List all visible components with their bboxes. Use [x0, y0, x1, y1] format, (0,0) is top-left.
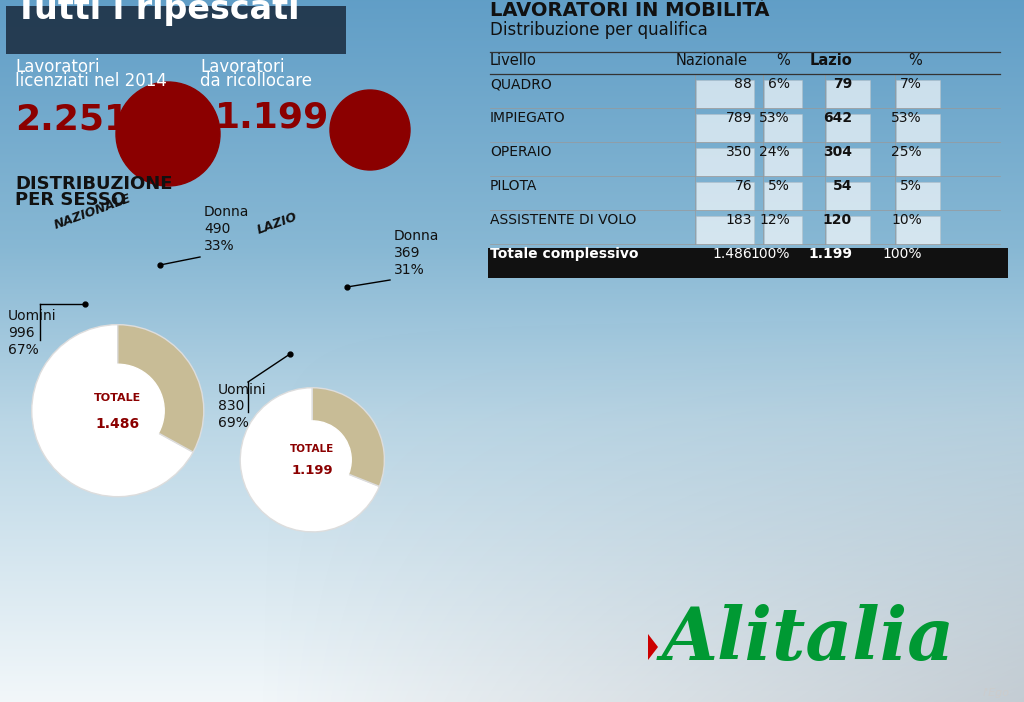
Text: IMPIEGATO: IMPIEGATO: [490, 111, 565, 125]
Text: 7%: 7%: [900, 77, 922, 91]
Bar: [696, 114, 754, 142]
Text: 5%: 5%: [900, 179, 922, 193]
Text: PILOTA: PILOTA: [490, 179, 538, 193]
Text: licenziati nel 2014: licenziati nel 2014: [15, 72, 167, 90]
Circle shape: [116, 82, 220, 186]
Bar: [826, 216, 870, 244]
Bar: [696, 148, 754, 176]
Text: NAZIONALE: NAZIONALE: [52, 192, 133, 232]
Bar: [764, 80, 802, 108]
Bar: [6, 6, 346, 54]
Text: Lavoratori: Lavoratori: [200, 58, 285, 76]
Bar: [764, 148, 802, 176]
Text: Donna
369
31%: Donna 369 31%: [394, 230, 439, 277]
Text: 100%: 100%: [751, 247, 790, 261]
Bar: [826, 80, 870, 108]
Text: da ricollocare: da ricollocare: [200, 72, 312, 90]
Text: 789: 789: [725, 111, 752, 125]
Bar: [696, 216, 754, 244]
Text: 183: 183: [725, 213, 752, 227]
Bar: [896, 216, 940, 244]
Text: 1.199: 1.199: [808, 247, 852, 261]
Text: 304: 304: [823, 145, 852, 159]
Text: Alitalia: Alitalia: [662, 604, 955, 675]
Text: LAZIO: LAZIO: [255, 211, 299, 237]
Text: QUADRO: QUADRO: [490, 77, 552, 91]
Text: Uomini
996
67%: Uomini 996 67%: [8, 310, 56, 357]
Text: Livello: Livello: [490, 53, 537, 68]
Bar: [764, 114, 802, 142]
Text: l'Ego: l'Ego: [983, 688, 1010, 698]
Text: %: %: [776, 53, 790, 68]
Text: 6%: 6%: [768, 77, 790, 91]
Text: 10%: 10%: [891, 213, 922, 227]
Text: Lavoratori: Lavoratori: [15, 58, 99, 76]
Bar: [896, 182, 940, 210]
Wedge shape: [241, 388, 379, 532]
Text: 25%: 25%: [891, 145, 922, 159]
Text: 12%: 12%: [759, 213, 790, 227]
Text: TOTALE: TOTALE: [94, 392, 141, 403]
Circle shape: [330, 90, 410, 170]
Text: PER SESSO: PER SESSO: [15, 191, 126, 209]
Text: DISTRIBUZIONE: DISTRIBUZIONE: [15, 175, 172, 193]
Bar: [826, 148, 870, 176]
Text: Uomini
830
69%: Uomini 830 69%: [218, 383, 266, 430]
Text: 53%: 53%: [760, 111, 790, 125]
Bar: [826, 182, 870, 210]
Text: 642: 642: [823, 111, 852, 125]
Text: 350: 350: [726, 145, 752, 159]
Text: TOTALE: TOTALE: [290, 444, 335, 454]
Text: Tutti i ripescati: Tutti i ripescati: [15, 0, 299, 26]
Text: LAVORATORI IN MOBILITÀ: LAVORATORI IN MOBILITÀ: [490, 1, 769, 20]
Bar: [826, 114, 870, 142]
Text: Nazionale: Nazionale: [676, 53, 748, 68]
Bar: [764, 182, 802, 210]
Text: %: %: [908, 53, 922, 68]
Text: 100%: 100%: [883, 247, 922, 261]
Text: 2.251: 2.251: [15, 103, 129, 137]
Text: Totale complessivo: Totale complessivo: [490, 247, 639, 261]
Text: Lazio: Lazio: [809, 53, 852, 68]
Bar: [696, 182, 754, 210]
Bar: [896, 148, 940, 176]
Text: 79: 79: [833, 77, 852, 91]
Text: 120: 120: [823, 213, 852, 227]
Text: 1.486: 1.486: [95, 416, 140, 430]
Bar: [764, 216, 802, 244]
Bar: [696, 80, 754, 108]
Wedge shape: [118, 324, 204, 452]
Text: Distribuzione per qualifica: Distribuzione per qualifica: [490, 21, 708, 39]
Circle shape: [273, 421, 351, 498]
Text: 1.486: 1.486: [713, 247, 752, 261]
Text: 1.199: 1.199: [292, 464, 333, 477]
Text: 53%: 53%: [891, 111, 922, 125]
Text: 54: 54: [833, 179, 852, 193]
Bar: [896, 114, 940, 142]
Text: 5%: 5%: [768, 179, 790, 193]
Circle shape: [72, 364, 164, 457]
Polygon shape: [648, 634, 658, 660]
Bar: [896, 80, 940, 108]
Bar: [488, 248, 1008, 278]
Text: Donna
490
33%: Donna 490 33%: [204, 206, 250, 253]
Text: 88: 88: [734, 77, 752, 91]
Text: ASSISTENTE DI VOLO: ASSISTENTE DI VOLO: [490, 213, 636, 227]
Text: OPERAIO: OPERAIO: [490, 145, 552, 159]
Wedge shape: [312, 388, 384, 486]
Text: 1.199: 1.199: [215, 100, 330, 134]
Text: 76: 76: [734, 179, 752, 193]
Wedge shape: [32, 324, 194, 497]
Text: 24%: 24%: [760, 145, 790, 159]
